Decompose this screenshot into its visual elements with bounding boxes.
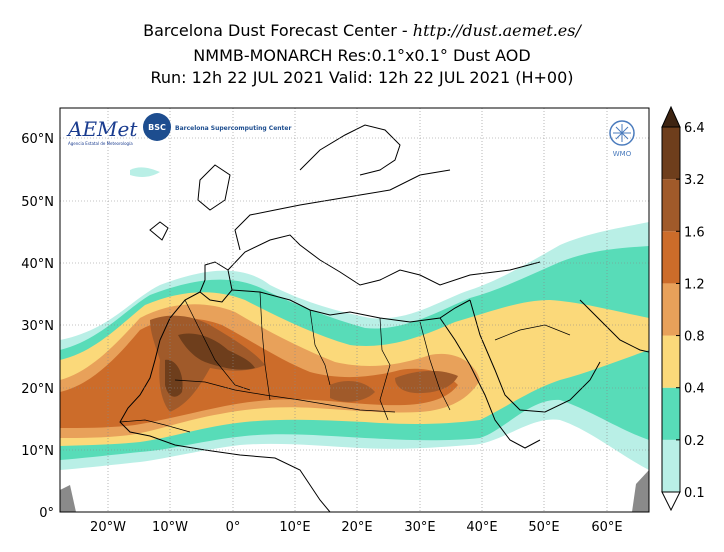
map-frame — [59, 107, 650, 513]
lon-label-0: 0° — [226, 520, 241, 535]
colorbar-segment — [662, 127, 680, 180]
wmo-emblem-lines — [613, 124, 631, 142]
colorbar-extend-min — [661, 491, 681, 512]
aod-band-1.6-central — [330, 380, 375, 402]
lon-label-30e: 30°E — [404, 520, 435, 535]
iran-coast — [579, 299, 649, 353]
lat-label-10n: 10°N — [21, 444, 54, 459]
title-line-3: Run: 12h 22 JUL 2021 Valid: 12h 22 JUL 2… — [150, 68, 574, 87]
nodata-se — [632, 470, 649, 512]
lat-label-50n: 50°N — [21, 195, 54, 210]
lon-label-50e: 50°E — [528, 520, 559, 535]
latitude-labels: 60°N 50°N 40°N 30°N 20°N 10°N 0° — [21, 132, 54, 521]
title-url: http://dust.aemet.es/ — [412, 21, 581, 40]
colorbar-segment — [662, 179, 680, 232]
west-border — [119, 419, 191, 433]
colorbar-tick-label: 3.2 — [684, 173, 705, 188]
colorbar: 0.1 0.2 0.4 0.8 1.2 1.6 3.2 6.4 — [661, 105, 705, 512]
atlantic-islands — [149, 221, 169, 241]
middle-east-border — [494, 324, 571, 341]
country-borders — [119, 291, 571, 433]
british-isles — [197, 164, 231, 211]
aod-band-3.2-south — [165, 359, 183, 397]
lon-label-60e: 60°E — [591, 520, 622, 535]
lon-label-40e: 40°E — [466, 520, 497, 535]
europe-north-coast — [234, 169, 451, 251]
colorbar-segment — [662, 335, 680, 388]
lon-label-20w: 20°W — [90, 520, 126, 535]
colorbar-segment — [662, 283, 680, 336]
wmo-emblem — [609, 120, 635, 146]
nodata-sw — [60, 485, 76, 512]
bsc-logo-badge: BSC — [148, 123, 166, 132]
colorbar-tick-label: 1.6 — [684, 225, 705, 240]
longitude-labels: 20°W 10°W 0° 10°E 20°E 30°E 40°E 50°E 60… — [90, 520, 623, 535]
lon-label-10e: 10°E — [279, 520, 310, 535]
sahel-border — [174, 379, 396, 413]
colorbar-segment — [662, 231, 680, 284]
gridlines — [60, 108, 649, 512]
colorbar-tick-label: 1.2 — [684, 277, 705, 292]
north-africa-coast — [231, 289, 471, 323]
lon-label-10w: 10°W — [152, 520, 188, 535]
colorbar-tick-label: 0.1 — [684, 486, 705, 501]
scandinavia — [299, 124, 401, 176]
aemet-logo-text: AEMet — [66, 117, 138, 141]
iberia-coast — [199, 261, 233, 303]
dust-aod-field — [60, 167, 649, 512]
title-center-name: Barcelona Dust Forecast Center - — [143, 21, 413, 40]
lat-label-20n: 20°N — [21, 382, 54, 397]
colorbar-extend-max — [661, 105, 681, 128]
lat-label-40n: 40°N — [21, 257, 54, 272]
border-5 — [419, 321, 451, 411]
border-4 — [379, 317, 391, 421]
wmo-label: WMO — [613, 150, 632, 158]
colorbar-tick-label: 0.2 — [684, 434, 705, 449]
wmo-logo: WMO — [609, 120, 635, 158]
coastlines — [119, 124, 649, 512]
border-3 — [309, 309, 331, 386]
bsc-logo: BSC Barcelona Supercomputing Center — [143, 113, 291, 141]
title-line-2: NMMB-MONARCH Res:0.1°x0.1° Dust AOD — [193, 46, 531, 65]
colorbar-tick-label: 0.8 — [684, 330, 705, 345]
border-1 — [184, 299, 251, 391]
aod-band-1.6-east — [395, 370, 458, 394]
aemet-logo: AEMet Agencia Estatal de Meteorología — [66, 117, 138, 146]
border-2 — [259, 291, 271, 401]
colorbar-tick-label: 0.4 — [684, 382, 705, 397]
europe-south-coast — [227, 234, 541, 286]
west-africa-coast — [119, 291, 331, 512]
red-sea-africa-coast — [439, 317, 541, 449]
aemet-logo-subtitle: Agencia Estatal de Meteorología — [68, 141, 133, 146]
lon-label-20e: 20°E — [341, 520, 372, 535]
aod-band-3.2 — [178, 333, 255, 370]
bsc-logo-circle — [143, 113, 171, 141]
lat-label-60n: 60°N — [21, 132, 54, 147]
colorbar-outline — [661, 126, 681, 493]
lat-label-0: 0° — [39, 506, 54, 521]
colorbar-tick-label: 6.4 — [684, 121, 705, 136]
aod-patch-north — [130, 167, 160, 177]
colorbar-segment — [662, 387, 680, 440]
lat-label-30n: 30°N — [21, 319, 54, 334]
arabia-coast — [469, 299, 601, 413]
title-line-1: Barcelona Dust Forecast Center - http://… — [0, 20, 724, 42]
colorbar-segment — [662, 439, 680, 492]
bsc-logo-text: Barcelona Supercomputing Center — [175, 125, 291, 132]
